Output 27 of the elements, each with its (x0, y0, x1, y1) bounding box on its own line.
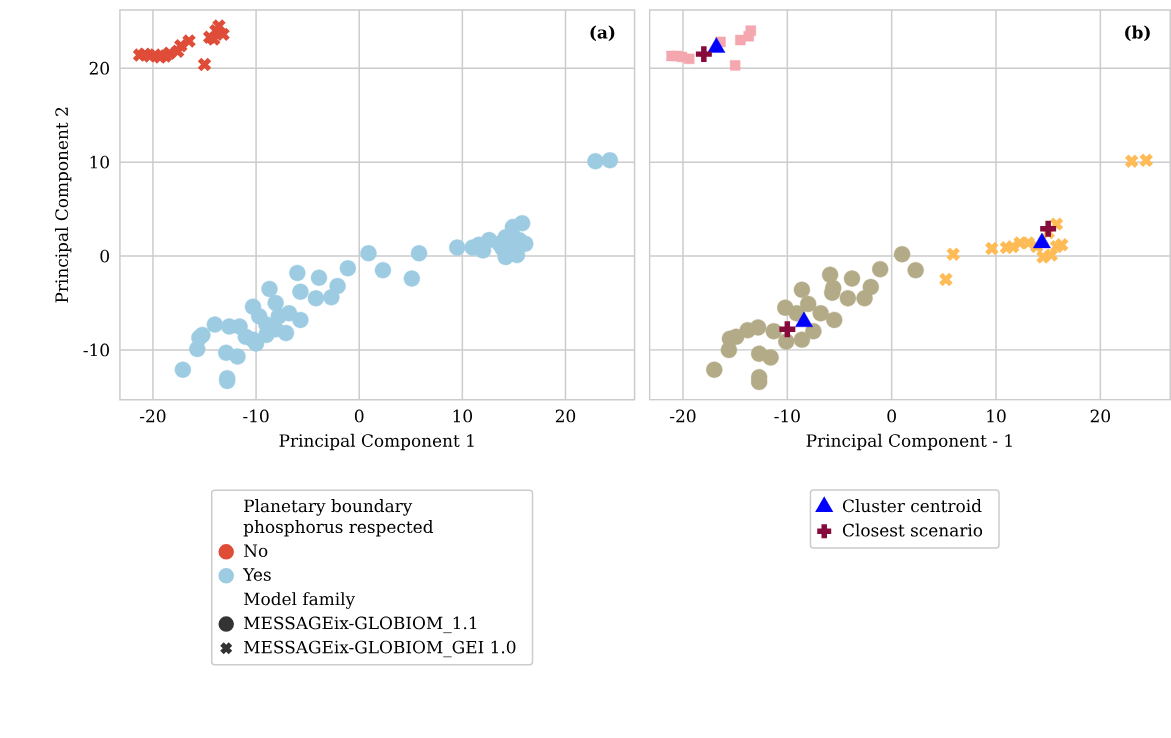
x-axis-title: Principal Component 1 (279, 434, 474, 451)
annotation: (b) (1125, 25, 1150, 42)
x-tick-label: -20 (670, 409, 696, 423)
x-tick-label: 20 (555, 409, 576, 423)
y-axis-title: Principal Component 2 (54, 108, 72, 303)
y-tick-label: -10 (83, 343, 109, 357)
x-axis-title: Principal Component - 1 (806, 434, 1012, 451)
text: Model family (244, 592, 356, 610)
annotation: (a) (590, 25, 615, 42)
x-tick-label: 20 (1090, 409, 1110, 423)
y-tick-label: 10 (90, 155, 109, 169)
x-tick-label: 0 (887, 409, 896, 423)
legend-label: MESSAGEix-GLOBIOM_1.1 (244, 616, 477, 634)
x-tick-label: 0 (354, 409, 364, 423)
x-tick-label: -10 (243, 409, 269, 423)
y-tick-label: 0 (100, 249, 109, 263)
x-tick-label: 10 (453, 409, 472, 423)
legend-label: Yes (243, 568, 271, 582)
x-tick-label: 10 (987, 409, 1006, 423)
x-tick-label: -20 (140, 409, 166, 423)
legend-title: Planetary boundary phosphorus respected (243, 499, 434, 537)
legend-label: MESSAGEix-GLOBIOM_GEI 1.0 (244, 640, 516, 658)
x-tick-label: -10 (774, 409, 800, 423)
legend-label: Closest scenario (842, 523, 983, 537)
legend-label: Cluster centroid (842, 499, 982, 513)
y-tick-label: 20 (89, 62, 109, 75)
legend-label: No (244, 544, 268, 558)
